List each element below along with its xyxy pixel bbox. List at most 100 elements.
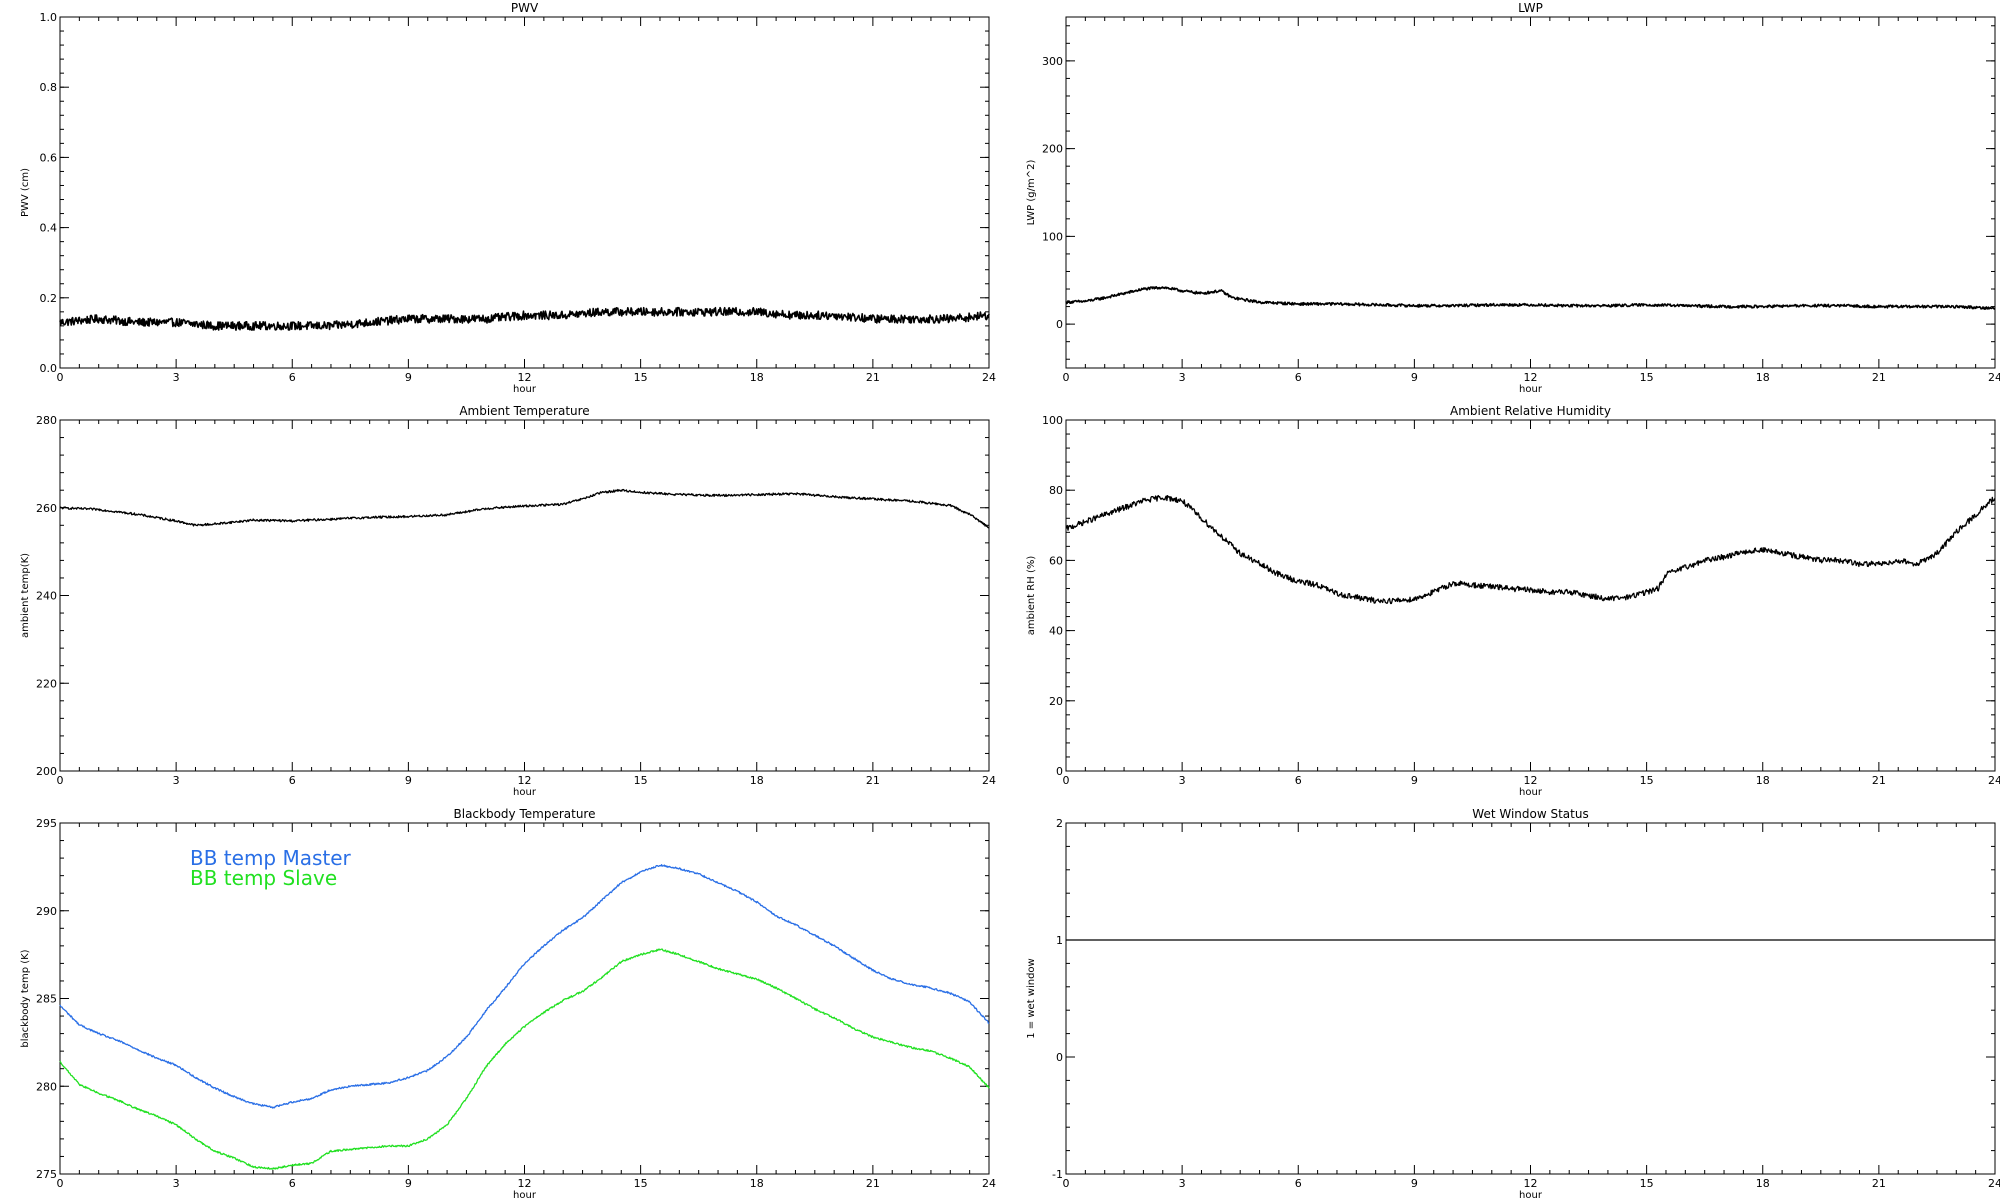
x-tick-label: 15 xyxy=(1640,1177,1654,1190)
y-tick-label: 60 xyxy=(1049,554,1063,567)
plot-frame xyxy=(1065,419,1996,772)
x-tick-label: 15 xyxy=(634,371,648,384)
y-tick-label: 0.6 xyxy=(40,151,58,164)
series-line-bb-temp-master xyxy=(59,864,990,1109)
x-tick-label: 15 xyxy=(1640,371,1654,384)
x-tick-label: 6 xyxy=(1295,371,1302,384)
y-tick-label: 1 xyxy=(1056,934,1063,947)
x-tick-label: 9 xyxy=(405,1177,412,1190)
x-tick-label: 18 xyxy=(1756,774,1770,787)
y-tick-label: 275 xyxy=(36,1168,57,1181)
x-tick-label: 18 xyxy=(750,1177,764,1190)
legend-entry: BB temp Slave xyxy=(190,866,337,890)
x-tick-label: 12 xyxy=(518,371,532,384)
y-tick-label: 290 xyxy=(36,905,57,918)
y-tick-label: 295 xyxy=(36,817,57,830)
y-tick-label: 0 xyxy=(1056,318,1063,331)
x-tick-label: 21 xyxy=(1872,1177,1886,1190)
x-tick-label: 0 xyxy=(57,1177,64,1190)
y-axis-label: ambient RH (%) xyxy=(1026,556,1037,636)
y-tick-label: 280 xyxy=(36,414,57,427)
y-tick-label: 200 xyxy=(36,765,57,778)
x-tick-label: 9 xyxy=(1411,371,1418,384)
x-tick-label: 3 xyxy=(173,1177,180,1190)
chart-bb-temp: 0 3 6 9 12 15 18 21 24 275 280 285 290 295 Blackbody T… xyxy=(20,807,996,1200)
y-tick-label: 240 xyxy=(36,590,57,603)
x-tick-label: 24 xyxy=(982,1177,996,1190)
plot-frame xyxy=(1065,16,1996,369)
x-tick-label: 15 xyxy=(1640,774,1654,787)
y-tick-label: 1.0 xyxy=(40,11,58,24)
chart-title: Ambient Relative Humidity xyxy=(1450,404,1611,418)
x-tick-label: 12 xyxy=(518,774,532,787)
x-tick-label: 0 xyxy=(57,371,64,384)
x-tick-label: 9 xyxy=(1411,774,1418,787)
chart-lwp: 0 3 6 9 12 15 18 21 24 0 100 200 300 LWP hour LWP (g/m^… xyxy=(1026,1,2000,395)
x-tick-label: 6 xyxy=(1295,1177,1302,1190)
x-tick-label: 12 xyxy=(1524,371,1538,384)
chart-ambient-temp: 0 3 6 9 12 15 18 21 24 200 220 240 260 280 Ambient Tem… xyxy=(20,404,996,798)
x-tick-label: 18 xyxy=(750,774,764,787)
x-tick-label: 15 xyxy=(634,774,648,787)
x-tick-label: 18 xyxy=(750,371,764,384)
y-tick-label: 20 xyxy=(1049,695,1063,708)
series-line-0 xyxy=(1065,286,1996,310)
y-axis-label: LWP (g/m^2) xyxy=(1026,160,1037,226)
y-tick-label: 0 xyxy=(1056,1051,1063,1064)
x-tick-label: 3 xyxy=(173,774,180,787)
x-tick-label: 15 xyxy=(634,1177,648,1190)
series-line-bb-temp-slave xyxy=(59,948,990,1170)
x-tick-label: 21 xyxy=(866,1177,880,1190)
y-tick-label: 285 xyxy=(36,993,57,1006)
y-axis-label: ambient temp(K) xyxy=(20,553,31,638)
chart-title: PWV xyxy=(511,1,539,15)
x-tick-label: 21 xyxy=(866,371,880,384)
y-tick-label: 80 xyxy=(1049,484,1063,497)
chart-pwv: 0 3 6 9 12 15 18 21 24 0.0 0.2 0.4 0.6 0.8 1.0 PWV hour P… xyxy=(20,1,996,395)
series-line-0 xyxy=(1065,494,1996,605)
y-tick-label: 0.0 xyxy=(40,362,58,375)
x-tick-label: 21 xyxy=(1872,371,1886,384)
legend-entry: BB temp Master xyxy=(190,846,352,870)
chart-ambient-rh: 0 3 6 9 12 15 18 21 24 0 20 40 60 80 100 Ambient Relati… xyxy=(1026,404,2000,798)
y-axis-label: 1 = wet window xyxy=(1026,958,1037,1038)
x-tick-label: 21 xyxy=(1872,774,1886,787)
chart-title: Wet Window Status xyxy=(1472,807,1588,821)
x-tick-label: 0 xyxy=(1063,774,1070,787)
x-axis-label: hour xyxy=(1519,1190,1543,1200)
x-axis-label: hour xyxy=(513,384,537,395)
x-tick-label: 6 xyxy=(289,1177,296,1190)
x-tick-label: 3 xyxy=(173,371,180,384)
x-tick-label: 9 xyxy=(405,371,412,384)
y-tick-label: 260 xyxy=(36,502,57,515)
x-tick-label: 12 xyxy=(1524,1177,1538,1190)
x-tick-label: 3 xyxy=(1179,774,1186,787)
x-tick-label: 12 xyxy=(518,1177,532,1190)
x-tick-label: 24 xyxy=(1988,371,2000,384)
y-tick-label: 200 xyxy=(1042,143,1063,156)
y-tick-label: 280 xyxy=(36,1080,57,1093)
series-line-0 xyxy=(60,488,990,529)
series-line-0 xyxy=(59,306,990,331)
x-tick-label: 9 xyxy=(1411,1177,1418,1190)
x-tick-label: 24 xyxy=(982,774,996,787)
x-tick-label: 0 xyxy=(1063,371,1070,384)
y-tick-label: 0 xyxy=(1056,765,1063,778)
x-tick-label: 18 xyxy=(1756,371,1770,384)
plot-frame xyxy=(59,419,990,772)
y-tick-label: 2 xyxy=(1056,817,1063,830)
y-tick-label: 0.2 xyxy=(40,292,58,305)
x-axis-label: hour xyxy=(1519,384,1543,395)
x-tick-label: 18 xyxy=(1756,1177,1770,1190)
x-tick-label: 9 xyxy=(405,774,412,787)
x-tick-label: 21 xyxy=(866,774,880,787)
x-tick-label: 6 xyxy=(1295,774,1302,787)
y-tick-label: 100 xyxy=(1042,414,1063,427)
x-tick-label: 0 xyxy=(1063,1177,1070,1190)
y-tick-label: 40 xyxy=(1049,625,1063,638)
x-tick-label: 24 xyxy=(982,371,996,384)
y-tick-label: 300 xyxy=(1042,55,1063,68)
y-axis-label: blackbody temp (K) xyxy=(20,949,31,1047)
